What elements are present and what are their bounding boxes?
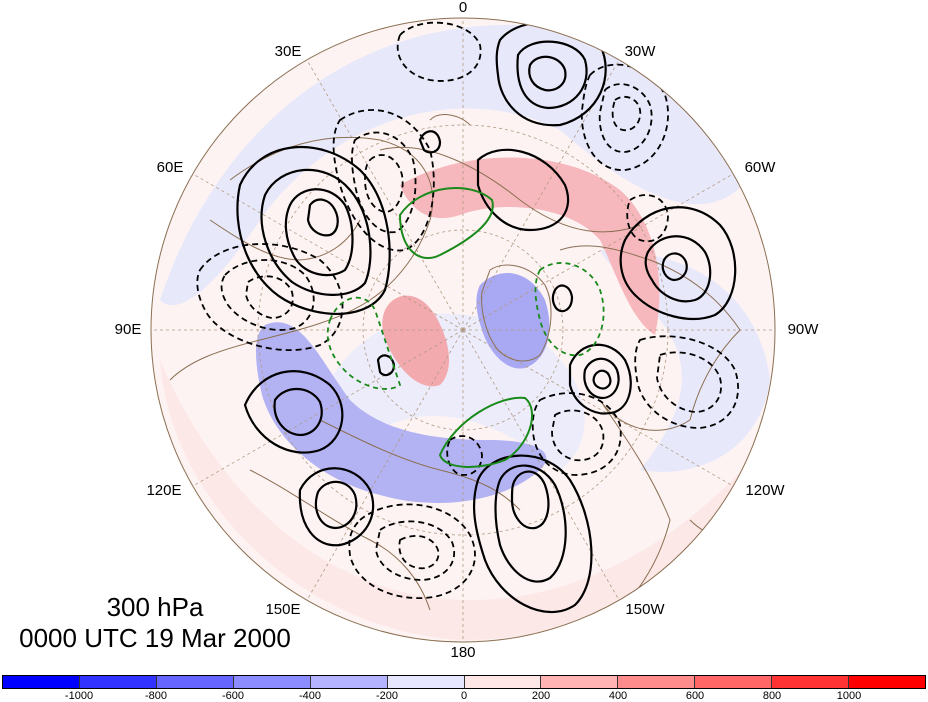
valid-time-label: 0000 UTC 19 Mar 2000 [19, 623, 291, 653]
colorbar [2, 675, 926, 689]
colorbar-tick-label: 800 [762, 690, 782, 702]
colorbar-box [156, 676, 234, 688]
colorbar-box [310, 676, 388, 688]
lon-label-150e: 150E [265, 601, 300, 618]
colorbar-labels: -1000 -800 -600 -400 -200 0 200 400 600 800 1000 [0, 690, 928, 702]
colorbar-box [3, 676, 80, 688]
blue-band [256, 322, 547, 503]
colorbar-tick-label: 400 [608, 690, 628, 702]
green-dashed-contours [326, 262, 605, 390]
colorbar-box [618, 676, 696, 688]
lon-label-30e: 30E [275, 43, 302, 60]
colorbar-box [79, 676, 157, 688]
colorbar-tick-label: -1000 [64, 690, 94, 702]
green-contours [398, 187, 534, 468]
lon-label-60w: 60W [745, 159, 777, 176]
colorbar-tick-label: -200 [375, 690, 399, 702]
lon-label-90w: 90W [788, 321, 820, 338]
lon-label-30w: 30W [625, 43, 657, 60]
lon-label-90e: 90E [115, 321, 142, 338]
colorbar-box [464, 676, 542, 688]
lon-label-120e: 120E [146, 482, 181, 499]
red-patch [382, 295, 450, 387]
colorbar-box [772, 676, 850, 688]
lon-label-120w: 120W [745, 482, 785, 499]
colorbar-box [233, 676, 311, 688]
colorbar-box [387, 676, 465, 688]
light-blue-region [160, 24, 760, 306]
lon-label-180: 180 [450, 644, 475, 661]
colorbar-tick-label: -400 [298, 690, 322, 702]
colorbar-box [849, 676, 926, 688]
colorbar-tick-label: 600 [685, 690, 705, 702]
pressure-level-label: 300 hPa [106, 592, 204, 622]
colorbar-box [541, 676, 619, 688]
colorbar-box [695, 676, 773, 688]
colorbar-tick-label: -600 [221, 690, 245, 702]
colorbar-tick-label: -800 [144, 690, 168, 702]
polar-map: 0 30W 60W 90W 120W 150W 180 150E 120E 90… [115, 0, 820, 661]
lon-label-150w: 150W [625, 601, 665, 618]
light-pink-region [160, 360, 760, 640]
lon-label-60e: 60E [157, 159, 184, 176]
colorbar-tick-label: 0 [460, 690, 468, 702]
colorbar-tick-label: 1000 [836, 690, 862, 702]
map-outline [150, 17, 776, 643]
positive-contours [236, 20, 737, 614]
red-band [400, 157, 660, 335]
negative-contours [196, 21, 739, 599]
colorbar-tick-label: 200 [531, 690, 551, 702]
lon-label-0: 0 [459, 0, 467, 16]
